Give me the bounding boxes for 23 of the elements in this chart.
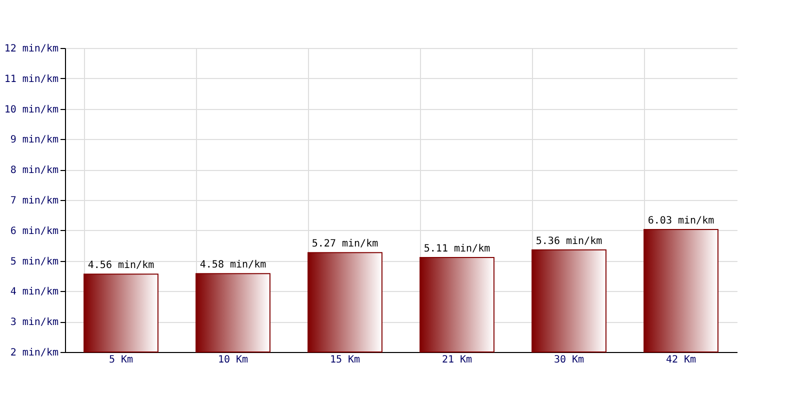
data-label: 5.11 min/km bbox=[424, 243, 490, 254]
y-tick-label: 9 min/km bbox=[10, 134, 58, 146]
y-tick-label: 12 min/km bbox=[4, 44, 58, 54]
x-tick-label: 21 Km bbox=[442, 354, 472, 366]
y-tick-label: 7 min/km bbox=[10, 196, 58, 206]
data-label: 6.03 min/km bbox=[648, 215, 714, 226]
y-tick-label: 10 min/km bbox=[4, 104, 58, 116]
y-tick-label: 3 min/km bbox=[10, 317, 58, 328]
x-tick-label: 5 Km bbox=[108, 354, 134, 366]
x-tick-label: 42 Km bbox=[666, 354, 696, 366]
y-tick-label: 6 min/km bbox=[10, 226, 58, 237]
x-tick-label: 15 Km bbox=[330, 354, 360, 366]
data-label: 5.27 min/km bbox=[312, 238, 378, 250]
y-tick-label: 11 min/km bbox=[4, 74, 58, 85]
data-label: 4.58 min/km bbox=[200, 260, 266, 271]
x-tick-label: 10 Km bbox=[218, 354, 248, 366]
y-tick-label: 4 min/km bbox=[10, 286, 58, 298]
data-label: 4.56 min/km bbox=[88, 260, 154, 272]
y-tick-label: 8 min/km bbox=[10, 165, 58, 176]
x-tick-label: 30 Km bbox=[554, 354, 584, 366]
y-tick-label: 5 min/km bbox=[10, 256, 58, 268]
data-label: 5.36 min/km bbox=[536, 236, 602, 247]
y-tick-label: 2 min/km bbox=[10, 348, 58, 358]
